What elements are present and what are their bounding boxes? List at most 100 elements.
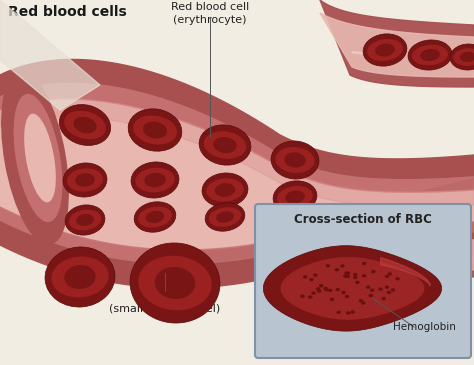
- Ellipse shape: [51, 257, 109, 297]
- Ellipse shape: [460, 52, 474, 62]
- Text: Capillary
(small blood vessel): Capillary (small blood vessel): [109, 290, 220, 313]
- Ellipse shape: [353, 276, 357, 279]
- Polygon shape: [0, 83, 474, 261]
- Ellipse shape: [69, 210, 101, 230]
- FancyBboxPatch shape: [255, 204, 471, 358]
- Ellipse shape: [213, 137, 237, 153]
- Ellipse shape: [205, 203, 245, 231]
- Ellipse shape: [199, 125, 251, 165]
- Polygon shape: [264, 246, 442, 331]
- Ellipse shape: [450, 44, 474, 70]
- Ellipse shape: [346, 271, 350, 275]
- Ellipse shape: [133, 115, 177, 145]
- Ellipse shape: [362, 262, 366, 265]
- Polygon shape: [320, 0, 474, 87]
- Ellipse shape: [134, 202, 176, 232]
- Text: Hemoglobin: Hemoglobin: [393, 322, 456, 332]
- Ellipse shape: [363, 34, 407, 66]
- Ellipse shape: [59, 104, 110, 146]
- Ellipse shape: [345, 295, 349, 298]
- Ellipse shape: [209, 207, 241, 227]
- Ellipse shape: [202, 173, 248, 207]
- Ellipse shape: [346, 311, 350, 315]
- Polygon shape: [282, 258, 424, 319]
- Ellipse shape: [64, 265, 96, 289]
- Ellipse shape: [138, 256, 212, 310]
- Ellipse shape: [136, 168, 174, 192]
- Ellipse shape: [14, 94, 63, 222]
- Ellipse shape: [362, 274, 366, 277]
- Polygon shape: [0, 0, 100, 110]
- Ellipse shape: [138, 207, 172, 227]
- Ellipse shape: [143, 122, 167, 139]
- Text: Cross-section of RBC: Cross-section of RBC: [294, 213, 432, 226]
- Ellipse shape: [375, 43, 395, 57]
- Polygon shape: [0, 83, 474, 192]
- Ellipse shape: [359, 299, 363, 303]
- Ellipse shape: [285, 191, 305, 203]
- Ellipse shape: [131, 162, 179, 198]
- Ellipse shape: [344, 272, 349, 275]
- Polygon shape: [0, 99, 474, 206]
- Ellipse shape: [378, 287, 383, 291]
- Polygon shape: [381, 258, 430, 286]
- Ellipse shape: [24, 114, 56, 202]
- Ellipse shape: [273, 181, 317, 213]
- Ellipse shape: [313, 273, 318, 277]
- Ellipse shape: [369, 294, 373, 297]
- Ellipse shape: [128, 109, 182, 151]
- Ellipse shape: [336, 288, 340, 291]
- Ellipse shape: [309, 278, 314, 281]
- Text: Red blood cells: Red blood cells: [8, 5, 127, 19]
- Ellipse shape: [130, 243, 220, 323]
- Polygon shape: [0, 207, 474, 264]
- Ellipse shape: [335, 268, 339, 272]
- Ellipse shape: [382, 297, 386, 300]
- Ellipse shape: [271, 141, 319, 179]
- Ellipse shape: [366, 285, 370, 289]
- Text: Red blood cell
(erythrocyte): Red blood cell (erythrocyte): [171, 2, 249, 25]
- Ellipse shape: [300, 295, 305, 298]
- Ellipse shape: [317, 289, 321, 293]
- Ellipse shape: [155, 267, 195, 299]
- Ellipse shape: [340, 264, 345, 268]
- Ellipse shape: [341, 291, 346, 294]
- Ellipse shape: [353, 273, 357, 276]
- Polygon shape: [320, 13, 474, 77]
- Ellipse shape: [146, 211, 164, 223]
- Ellipse shape: [371, 270, 375, 273]
- Ellipse shape: [67, 168, 103, 192]
- Ellipse shape: [370, 288, 374, 292]
- Ellipse shape: [308, 295, 312, 299]
- Ellipse shape: [346, 274, 350, 278]
- Ellipse shape: [324, 288, 329, 292]
- Polygon shape: [380, 213, 474, 270]
- Ellipse shape: [204, 131, 246, 159]
- Ellipse shape: [355, 281, 360, 284]
- Ellipse shape: [64, 111, 106, 139]
- Ellipse shape: [275, 147, 315, 173]
- Ellipse shape: [453, 48, 474, 66]
- Polygon shape: [0, 99, 474, 250]
- Ellipse shape: [216, 211, 234, 223]
- Ellipse shape: [328, 289, 333, 292]
- Ellipse shape: [350, 310, 355, 314]
- Ellipse shape: [277, 186, 313, 208]
- Ellipse shape: [303, 275, 307, 278]
- Ellipse shape: [337, 311, 341, 314]
- Ellipse shape: [65, 205, 105, 235]
- Ellipse shape: [144, 173, 166, 187]
- Ellipse shape: [319, 284, 323, 288]
- Ellipse shape: [326, 264, 330, 268]
- Ellipse shape: [206, 178, 244, 201]
- Ellipse shape: [395, 277, 400, 280]
- Ellipse shape: [2, 72, 68, 244]
- Ellipse shape: [408, 40, 452, 70]
- Ellipse shape: [385, 274, 389, 278]
- Ellipse shape: [388, 272, 392, 276]
- Ellipse shape: [330, 298, 334, 301]
- Ellipse shape: [385, 285, 389, 289]
- Ellipse shape: [76, 214, 94, 226]
- Ellipse shape: [63, 163, 107, 197]
- Ellipse shape: [367, 39, 403, 61]
